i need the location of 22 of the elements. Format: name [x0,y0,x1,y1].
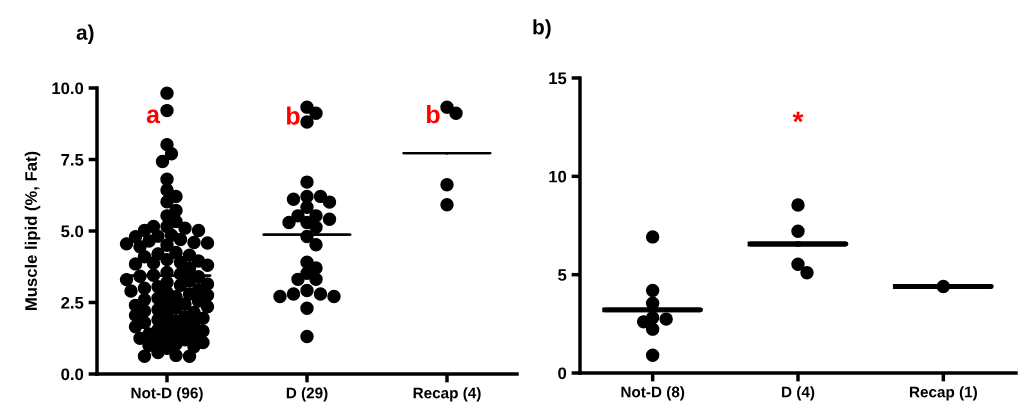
x-tick-label: Not-D (8) [621,386,685,401]
y-tick-label: 0.0 [61,368,84,381]
x-tick-label: D (4) [782,386,815,401]
y-tick-label: 10.0 [52,82,84,95]
y-tick-label: 5.0 [61,225,84,238]
annotation: b [287,106,300,125]
x-tick-label: Recap (4) [413,387,481,402]
y-tick-label: 15 [549,72,567,85]
annotation: * [792,111,804,123]
y-axis-title: Muscle lipid (%, Fat) [24,151,41,310]
y-tick-label: 10 [549,170,567,183]
annotation: a [146,109,161,124]
chart-title: a) [76,24,94,44]
y-tick-label: 0 [558,367,567,380]
y-tick-label: 5 [558,269,567,281]
y-tick-label: 7.5 [61,154,84,166]
chart-title: b) [533,19,551,39]
annotation: b [427,104,440,124]
x-tick-label: Recap (1) [909,386,977,401]
y-tick-label: 2.5 [61,296,84,309]
x-tick-label: D (29) [286,387,328,402]
x-tick-label: Not-D (96) [131,387,203,402]
